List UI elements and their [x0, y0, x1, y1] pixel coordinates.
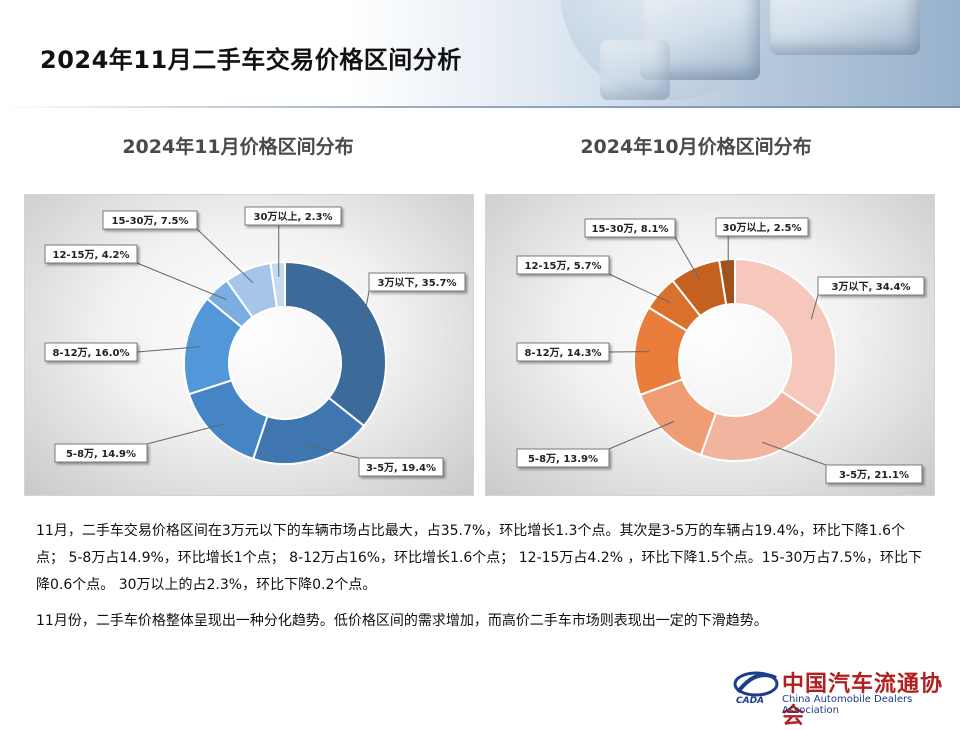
donut-chart-nov: 3万以下, 35.7% 3-5万, 19.4% 5-8万, 14.9% 8-12万, … — [25, 195, 473, 495]
leader-line — [197, 229, 253, 283]
leader-line — [609, 421, 674, 449]
data-label: 15-30万, 7.5% — [112, 215, 189, 227]
data-label: 3万以下, 34.4% — [832, 281, 911, 293]
data-label: 30万以上, 2.3% — [254, 210, 333, 223]
analysis-text: 11月，二手车交易价格区间在3万元以下的车辆市场占比最大，占35.7%，环比增长… — [36, 518, 932, 644]
chart-panel-nov: 3万以下, 35.7% 3-5万, 19.4% 5-8万, 14.9% 8-12万, … — [24, 194, 474, 496]
data-label: 5-8万, 14.9% — [66, 448, 136, 460]
data-label: 8-12万, 16.0% — [53, 347, 130, 359]
data-label: 3万以下, 35.7% — [378, 277, 457, 289]
data-label: 12-15万, 4.2% — [53, 249, 130, 261]
donut-chart-oct: 3万以下, 34.4% 3-5万, 21.1% 5-8万, 13.9% 8-12万, … — [486, 195, 934, 495]
data-label: 12-15万, 5.7% — [525, 260, 602, 272]
data-label: 30万以上, 2.5% — [723, 221, 802, 234]
data-label: 8-12万, 14.3% — [525, 347, 602, 359]
data-label: 15-30万, 8.1% — [592, 223, 669, 235]
chart-title-nov: 2024年11月价格区间分布 — [28, 132, 448, 159]
data-label: 5-8万, 13.9% — [528, 453, 598, 465]
donut-slice-5-8万 — [189, 380, 267, 459]
leader-line — [137, 263, 226, 300]
analysis-paragraph-2: 11月份，二手车价格整体呈现出一种分化趋势。低价格区间的需求增加，而高价二手车市… — [36, 608, 932, 635]
page-title: 2024年11月二手车交易价格区间分析 — [40, 40, 462, 75]
chart-panel-oct: 3万以下, 34.4% 3-5万, 21.1% 5-8万, 13.9% 8-12万, … — [485, 194, 935, 496]
data-label: 3-5万, 19.4% — [366, 462, 436, 474]
data-label: 3-5万, 21.1% — [839, 469, 909, 481]
logo-name-en: China Automobile Dealers Association — [782, 694, 955, 716]
leader-line — [609, 274, 670, 303]
logo-abbr: CADA — [736, 696, 764, 706]
header-rule — [0, 106, 960, 108]
decorative-cube — [770, 0, 920, 55]
chart-title-oct: 2024年10月价格区间分布 — [486, 132, 906, 159]
decorative-cube — [600, 40, 670, 100]
analysis-paragraph-1: 11月，二手车交易价格区间在3万元以下的车辆市场占比最大，占35.7%，环比增长… — [36, 518, 932, 599]
cada-emblem-icon — [732, 666, 782, 700]
cada-logo: CADA 中国汽车流通协会 China Automobile Dealers A… — [730, 666, 955, 712]
